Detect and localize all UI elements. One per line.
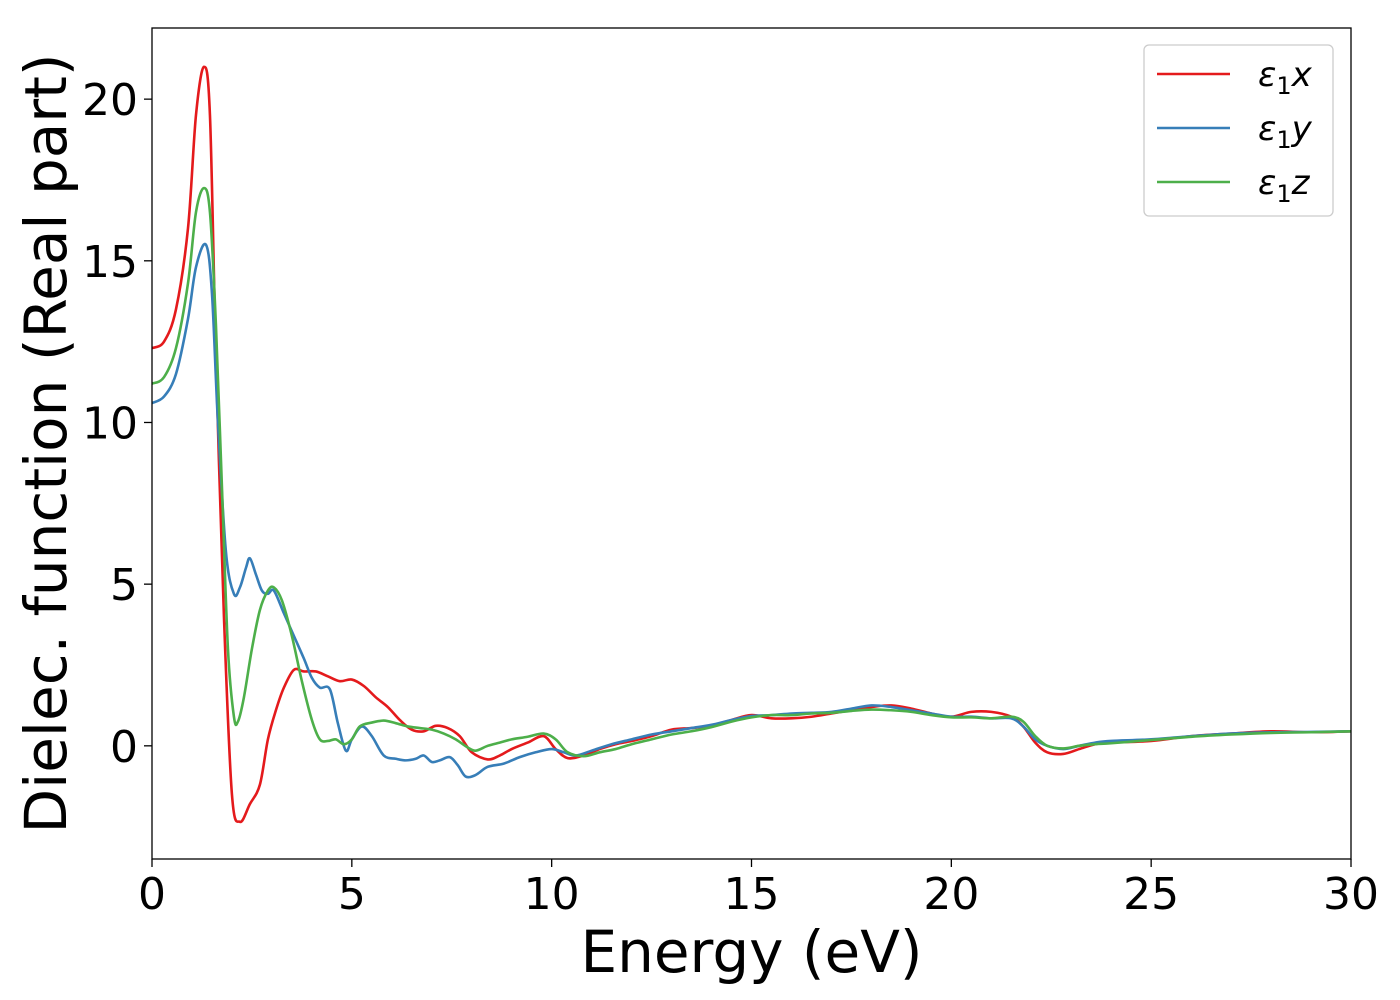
x-tick-label: 30	[1323, 869, 1379, 920]
y-tick-label: 0	[110, 722, 138, 773]
x-tick-label: 20	[923, 869, 979, 920]
x-axis-label: Energy (eV)	[580, 918, 922, 986]
x-tick-label: 0	[138, 869, 166, 920]
y-tick-label: 20	[82, 75, 138, 126]
legend-label-y: ε1y	[1258, 109, 1313, 154]
series-line-y	[152, 242, 1351, 779]
y-axis-label: Dielec. function (Real part)	[12, 53, 80, 833]
series-layer	[152, 65, 1351, 824]
legend-label-x: ε1x	[1258, 55, 1313, 100]
x-tick-label: 10	[524, 869, 580, 920]
x-axis-ticks: 0 5 10 15 20 25 30	[138, 859, 1379, 920]
y-tick-label: 15	[82, 237, 138, 288]
series-line-z	[152, 186, 1351, 758]
x-tick-label: 15	[724, 869, 780, 920]
legend-box	[1143, 44, 1334, 217]
y-tick-label: 10	[82, 398, 138, 449]
y-tick-label: 5	[110, 560, 138, 611]
legend-label-z: ε1z	[1258, 163, 1311, 208]
y-axis-ticks: 0 5 10 15 20	[82, 75, 152, 773]
legend: ε1x ε1y ε1z	[1143, 44, 1334, 217]
x-tick-label: 25	[1123, 869, 1179, 920]
x-tick-label: 5	[338, 869, 366, 920]
